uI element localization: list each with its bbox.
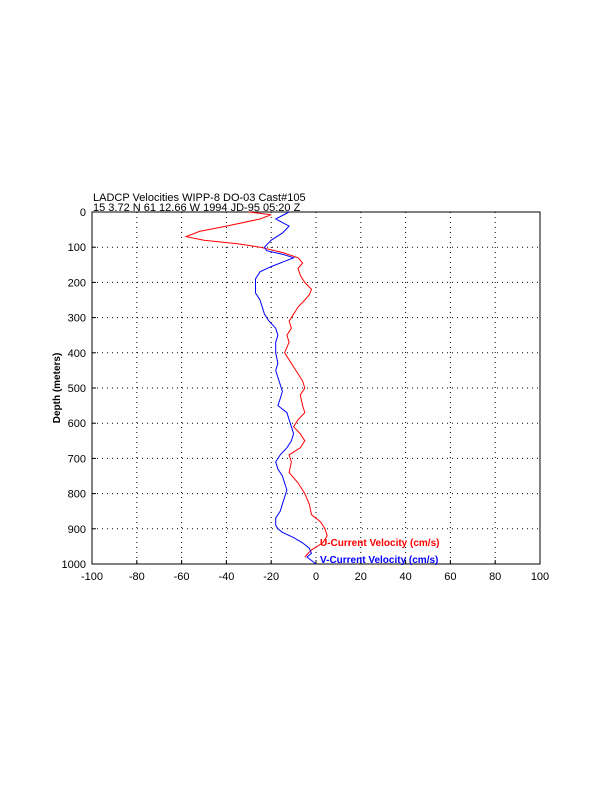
y-tick-label: 500 bbox=[68, 383, 86, 395]
y-tick-label: 100 bbox=[68, 242, 86, 254]
x-tick-label: -40 bbox=[218, 571, 234, 583]
x-tick-label: 80 bbox=[489, 571, 501, 583]
chart-subtitle: 15 3.72 N 61 12.66 W 1994 JD-95 05:20 Z bbox=[93, 202, 301, 214]
y-axis-label: Depth (meters) bbox=[52, 353, 63, 424]
legend-v-current: V-Current Velocity (cm/s) bbox=[320, 555, 438, 566]
y-tick-label: 600 bbox=[68, 418, 86, 430]
x-tick-label: -80 bbox=[129, 571, 145, 583]
y-tick-label: 400 bbox=[68, 348, 86, 360]
x-tick-label: 40 bbox=[399, 571, 411, 583]
series-layer bbox=[184, 211, 328, 565]
x-tick-label: 60 bbox=[444, 571, 456, 583]
y-tick-label: 0 bbox=[80, 207, 86, 219]
x-axis: -100 -80 -60 -40 -20 0 20 40 60 80 100 bbox=[81, 560, 549, 583]
legend-u-current: U-Current Velocity (cm/s) bbox=[320, 538, 439, 549]
x-tick-label: 100 bbox=[531, 571, 549, 583]
u-current-line bbox=[184, 211, 328, 558]
y-tick-label: 300 bbox=[68, 313, 86, 325]
x-tick-label: -20 bbox=[263, 571, 279, 583]
x-tick-label: 0 bbox=[313, 571, 319, 583]
chart-title: LADCP Velocities WIPP-8 DO-03 Cast#105 bbox=[93, 192, 306, 204]
gridlines bbox=[92, 212, 540, 564]
x-tick-label: -100 bbox=[81, 571, 103, 583]
y-tick-label: 200 bbox=[68, 277, 86, 289]
x-tick-label: 20 bbox=[355, 571, 367, 583]
x-tick-label: -60 bbox=[174, 571, 190, 583]
y-axis: 0 100 200 300 400 500 600 700 800 900 1000 bbox=[62, 207, 96, 571]
y-tick-label: 900 bbox=[68, 524, 86, 536]
v-current-line bbox=[255, 211, 317, 565]
y-tick-label: 800 bbox=[68, 489, 86, 501]
y-tick-label: 700 bbox=[68, 453, 86, 465]
y-tick-label: 1000 bbox=[62, 559, 86, 571]
